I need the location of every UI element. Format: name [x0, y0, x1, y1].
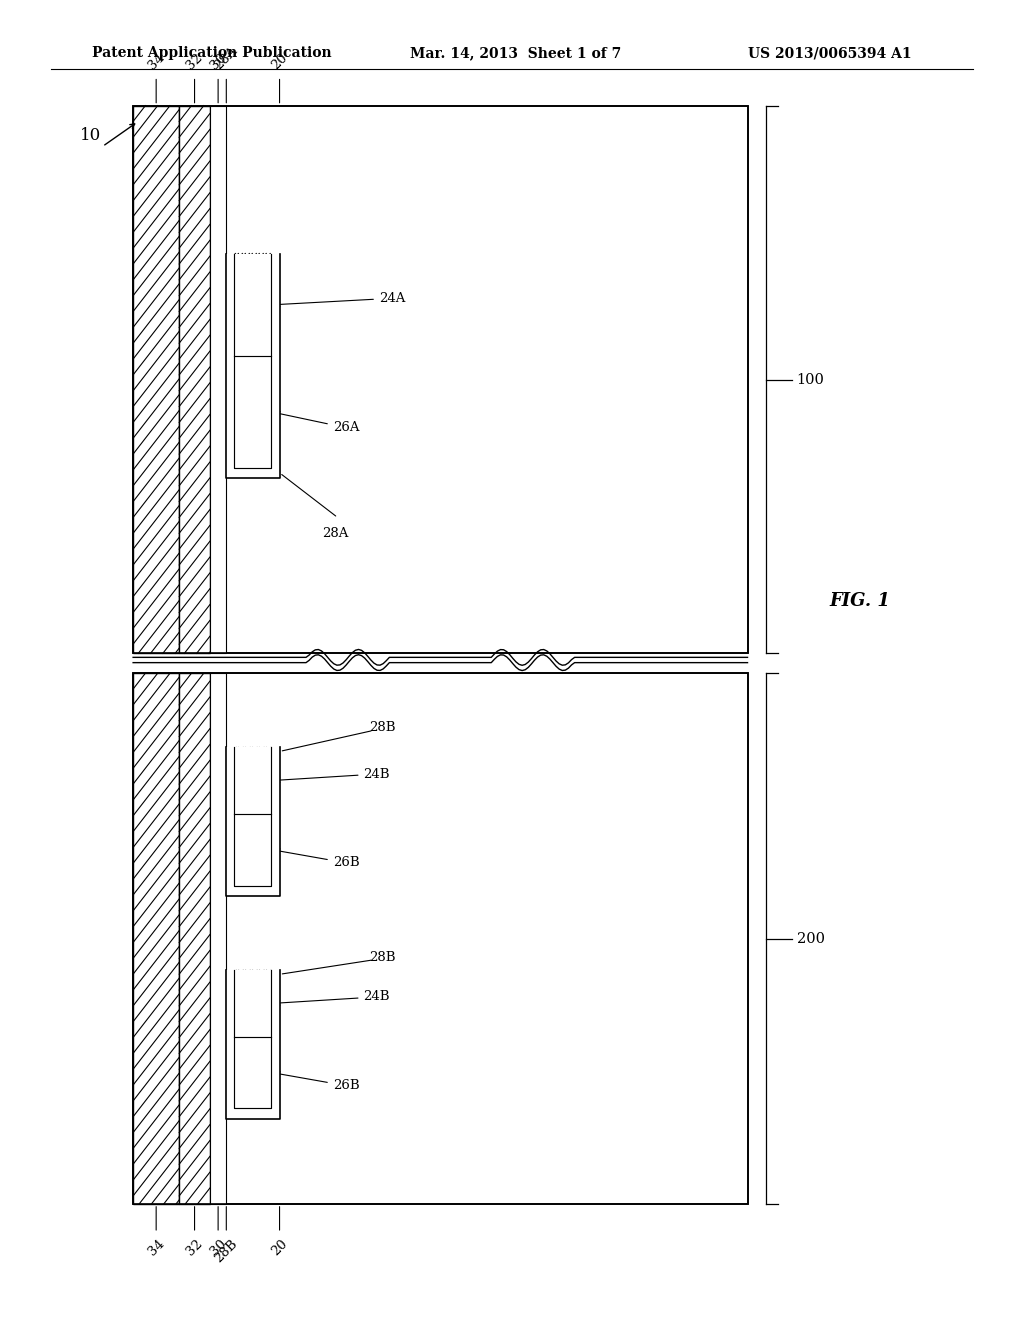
Text: 100: 100: [797, 372, 824, 387]
Text: 28A: 28A: [212, 45, 241, 73]
Bar: [179, 673, 210, 1204]
Text: 10: 10: [80, 128, 100, 144]
Bar: [226, 970, 280, 1119]
Text: 28A: 28A: [323, 527, 349, 540]
Bar: [234, 970, 271, 1036]
Text: 28B: 28B: [212, 1237, 241, 1265]
Bar: [133, 673, 179, 1204]
Bar: [234, 813, 271, 886]
Text: 28B: 28B: [369, 721, 395, 734]
Bar: [226, 747, 280, 896]
Bar: [226, 253, 280, 478]
Bar: [133, 106, 748, 653]
Text: 26B: 26B: [275, 849, 359, 870]
Text: 32: 32: [184, 1237, 205, 1258]
Bar: [210, 106, 226, 653]
Bar: [133, 106, 179, 653]
Bar: [133, 673, 748, 1204]
Text: 200: 200: [797, 932, 824, 945]
Text: 30: 30: [208, 51, 228, 73]
Text: 32: 32: [184, 51, 205, 73]
Bar: [234, 356, 271, 467]
Text: 28B: 28B: [369, 950, 395, 964]
Bar: [234, 747, 271, 813]
Text: 24B: 24B: [275, 990, 390, 1005]
Bar: [210, 673, 226, 1204]
Text: FIG. 1: FIG. 1: [829, 591, 890, 610]
Text: Patent Application Publication: Patent Application Publication: [92, 46, 332, 61]
Text: US 2013/0065394 A1: US 2013/0065394 A1: [748, 46, 911, 61]
Text: 26A: 26A: [275, 412, 359, 434]
Text: 34: 34: [145, 1237, 167, 1258]
Bar: [133, 673, 748, 1204]
Bar: [133, 106, 748, 653]
Text: 24B: 24B: [275, 767, 390, 783]
Text: 30: 30: [208, 1237, 228, 1258]
Text: 26B: 26B: [275, 1072, 359, 1092]
Bar: [179, 106, 210, 653]
Text: 24A: 24A: [275, 292, 406, 306]
Bar: [234, 253, 271, 356]
Text: 20: 20: [269, 1237, 290, 1258]
Bar: [234, 1036, 271, 1109]
Text: 20: 20: [269, 51, 290, 73]
Text: 34: 34: [145, 51, 167, 73]
Text: Mar. 14, 2013  Sheet 1 of 7: Mar. 14, 2013 Sheet 1 of 7: [410, 46, 621, 61]
